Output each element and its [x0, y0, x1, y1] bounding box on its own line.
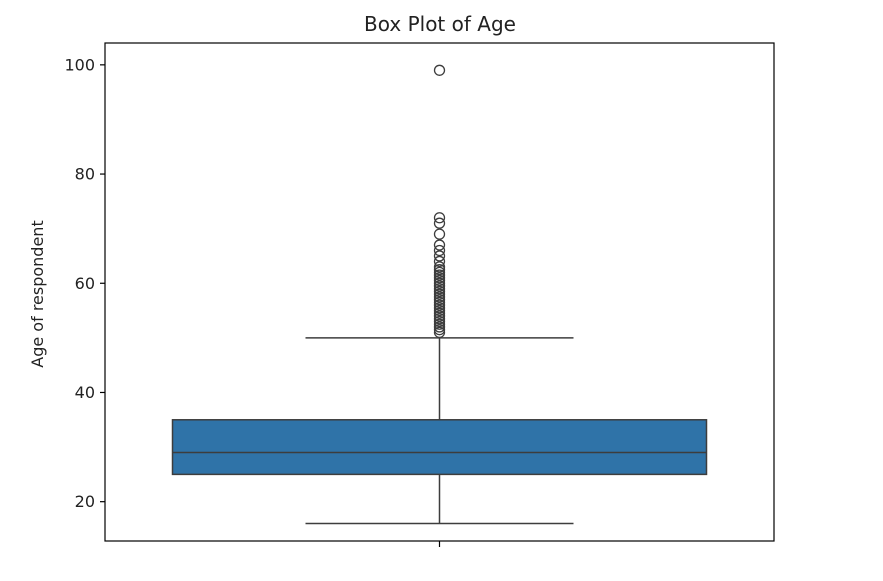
outlier-point — [433, 266, 446, 278]
chart-title: Box Plot of Age — [364, 12, 516, 36]
outlier-point — [433, 304, 446, 317]
outlier-point — [433, 291, 446, 303]
y-axis-label: Age of respondent — [28, 220, 47, 367]
outlier-point — [433, 277, 446, 289]
outlier-point — [433, 310, 446, 322]
outlier-point — [433, 307, 446, 319]
outlier-point — [433, 326, 446, 339]
outlier-point — [433, 302, 446, 314]
outlier-point — [433, 263, 446, 276]
outlier-point — [433, 299, 446, 311]
outlier-point — [433, 315, 446, 328]
outlier-point — [433, 250, 446, 262]
outlier-point — [433, 261, 446, 273]
outlier-point — [433, 321, 446, 333]
outlier-point — [433, 228, 446, 240]
outlier-point — [433, 239, 446, 251]
outlier-point — [433, 288, 446, 300]
y-tick-label: 80 — [75, 165, 95, 184]
outlier-point — [433, 269, 446, 281]
outlier-point — [433, 64, 446, 76]
y-tick-label: 40 — [75, 383, 95, 402]
outlier-point — [433, 293, 446, 306]
y-tick-label: 60 — [75, 274, 95, 293]
y-tick-label: 100 — [64, 55, 95, 74]
outlier-point — [433, 280, 446, 292]
outlier-point — [433, 318, 446, 330]
outlier-point — [433, 212, 446, 224]
outlier-point — [433, 285, 446, 298]
outlier-point — [433, 324, 446, 336]
outlier-point — [433, 217, 446, 229]
iqr-box — [171, 419, 708, 476]
outlier-point — [433, 255, 446, 268]
outlier-point — [433, 274, 446, 287]
y-tick-label: 20 — [75, 492, 95, 511]
outlier-point — [433, 272, 446, 284]
outlier-point — [433, 313, 446, 325]
outlier-point — [433, 296, 446, 309]
outlier-point — [433, 283, 446, 295]
outlier-point — [433, 244, 446, 257]
plot-area: 20 40 60 80 100 — [64, 42, 775, 547]
